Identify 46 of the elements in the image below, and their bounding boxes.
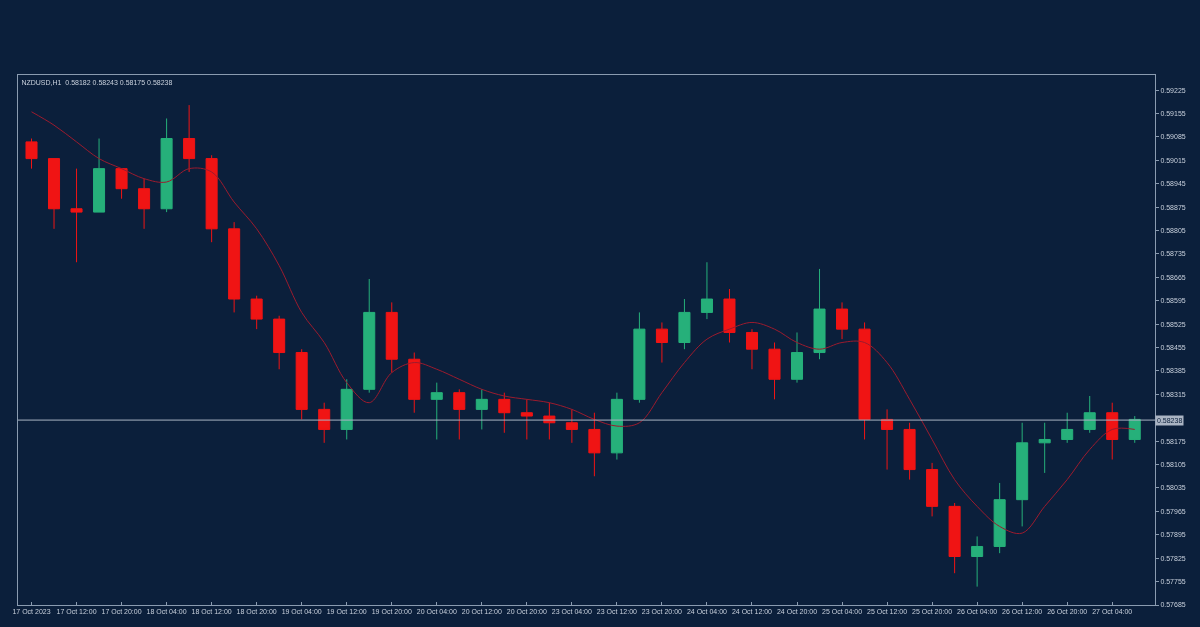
candlestick xyxy=(363,278,376,394)
candlestick xyxy=(791,331,804,384)
candlestick xyxy=(993,482,1006,554)
candlestick xyxy=(138,178,151,230)
candlestick xyxy=(633,311,646,404)
candlestick xyxy=(836,301,849,340)
candlestick xyxy=(318,402,331,444)
candlestick xyxy=(205,154,218,243)
candlestick xyxy=(903,422,916,481)
candlestick xyxy=(655,321,668,364)
candlestick xyxy=(1016,422,1029,527)
candlestick xyxy=(926,462,939,517)
candlestick xyxy=(971,535,984,588)
candlestick xyxy=(70,168,83,263)
candlestick xyxy=(430,382,443,440)
candlestick xyxy=(498,392,511,434)
candlestick xyxy=(48,158,61,230)
line-series xyxy=(31,111,1136,534)
candlestick xyxy=(160,117,173,213)
candlestick xyxy=(588,412,601,477)
candlestick xyxy=(700,261,713,320)
candlestick xyxy=(385,301,398,374)
candlestick xyxy=(813,268,826,360)
candlestick xyxy=(228,221,241,313)
candlestick xyxy=(520,398,533,440)
candlestick xyxy=(183,104,196,173)
candlestick xyxy=(475,388,488,430)
candlestick xyxy=(565,408,578,444)
candlestick xyxy=(858,321,871,440)
candlestick xyxy=(408,352,421,414)
candlestick xyxy=(768,342,781,400)
candlestick xyxy=(295,348,308,420)
candlestick xyxy=(948,502,961,574)
candlestick xyxy=(745,328,758,370)
candlestick xyxy=(25,138,38,170)
candlestick xyxy=(723,288,736,344)
candlestick xyxy=(250,295,263,330)
candlestick xyxy=(1038,422,1051,474)
candlestick xyxy=(1061,412,1074,444)
candlestick xyxy=(678,298,691,350)
candlestick xyxy=(273,315,286,370)
candlestick xyxy=(115,168,128,200)
candlestick xyxy=(340,378,353,440)
candlestick xyxy=(610,392,623,461)
candlestick xyxy=(453,388,466,440)
candlestick xyxy=(93,138,106,213)
